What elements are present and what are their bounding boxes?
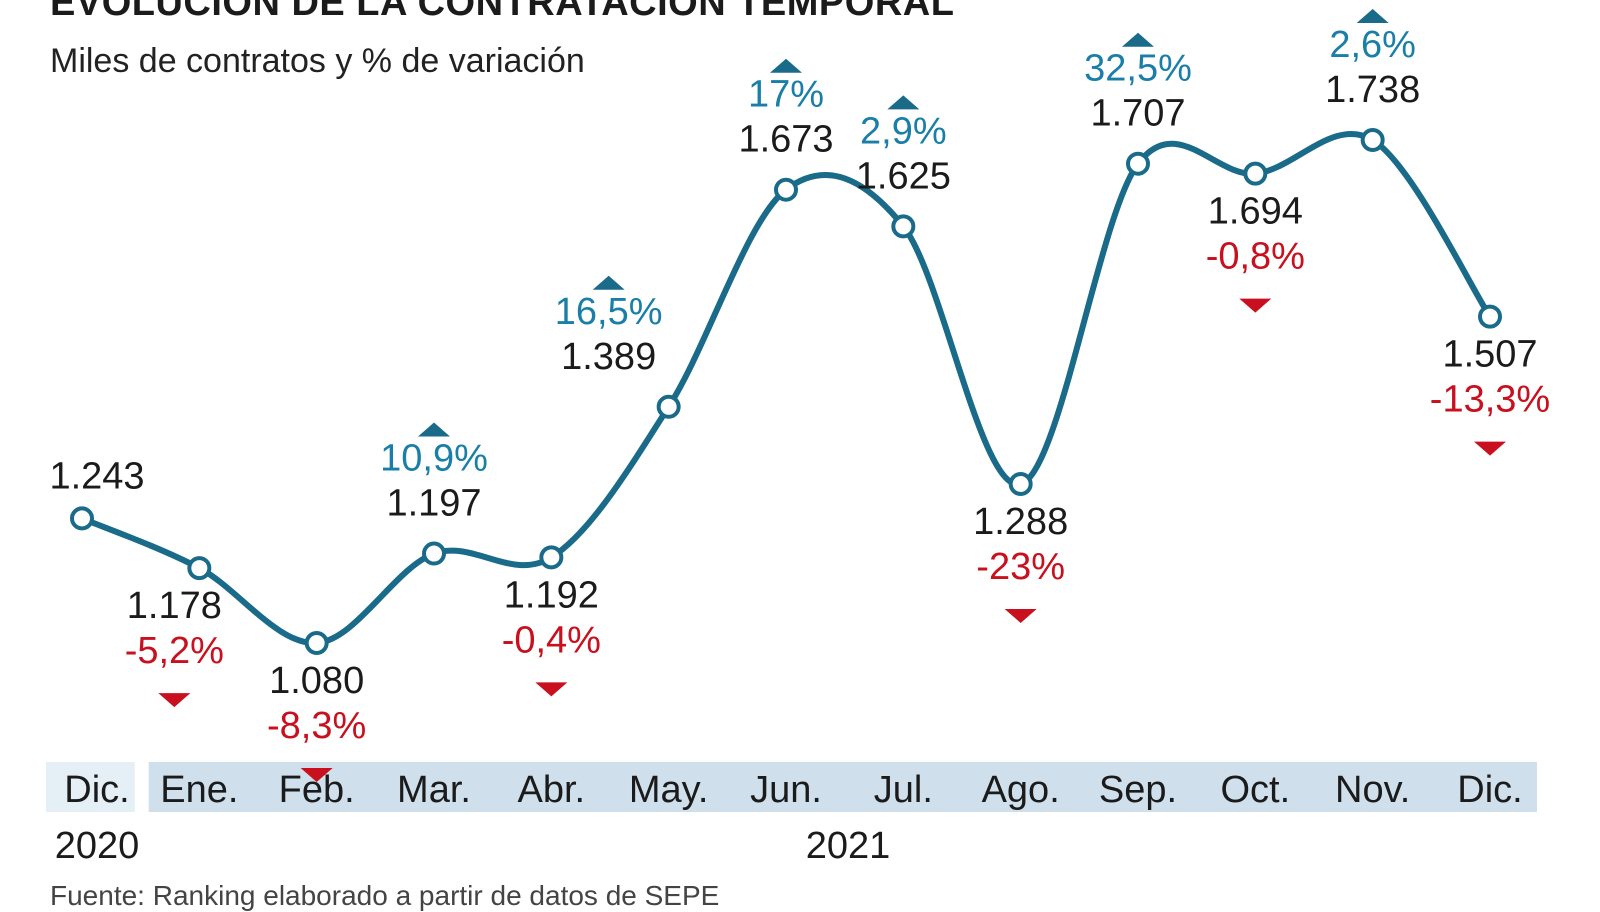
value-label: 1.707: [1090, 93, 1185, 135]
value-label: 1.625: [856, 155, 951, 197]
variation-down-label: -8,3%: [267, 705, 366, 747]
data-point: [891, 214, 916, 239]
value-label: 1.197: [386, 483, 481, 525]
month-label: Oct.: [1220, 769, 1290, 811]
triangle-down-icon: [1239, 298, 1272, 313]
value-label: 1.673: [738, 119, 833, 161]
data-point: [1126, 151, 1150, 176]
triangle-up-icon: [1122, 32, 1154, 47]
month-label: Ene.: [160, 769, 238, 811]
month-label: Abr.: [518, 769, 586, 811]
value-label: 1.192: [504, 574, 599, 616]
data-point: [656, 394, 681, 419]
triangle-down-icon: [158, 693, 191, 708]
value-label: 1.389: [561, 336, 656, 378]
month-label: Nov.: [1335, 769, 1410, 811]
value-label: 1.694: [1208, 191, 1303, 233]
month-label: Jul.: [874, 769, 933, 811]
data-point: [187, 556, 212, 581]
variation-down-label: -0,4%: [502, 619, 601, 661]
triangle-up-icon: [592, 275, 625, 290]
value-label: 1.243: [49, 455, 144, 497]
year-label: 2020: [55, 825, 140, 867]
data-point: [422, 541, 446, 566]
variation-up-label: 10,9%: [380, 438, 488, 480]
chart-title: EVOLUCIÓN DE LA CONTRATACIÓN TEMPORAL: [50, 0, 955, 24]
data-point: [70, 506, 94, 531]
value-label: 1.288: [973, 501, 1068, 543]
variation-down-label: -0,8%: [1206, 236, 1305, 278]
chart-subtitle: Miles de contratos y % de variación: [50, 42, 585, 80]
value-label: 1.507: [1442, 334, 1537, 376]
month-label: Jun.: [750, 769, 822, 811]
triangle-down-icon: [535, 682, 568, 697]
data-point: [539, 545, 564, 570]
value-label: 1.080: [269, 660, 364, 702]
data-point: [1360, 128, 1385, 152]
triangle-down-icon: [1004, 608, 1037, 623]
variation-up-label: 17%: [748, 74, 824, 116]
source-note: Fuente: Ranking elaborado a partir de da…: [50, 880, 720, 911]
axis-band-2020: [46, 762, 135, 812]
variation-up-label: 2,6%: [1329, 24, 1416, 66]
triangle-down-icon: [1474, 441, 1506, 456]
month-label: Dic.: [1457, 769, 1522, 811]
variation-down-label: -5,2%: [125, 630, 224, 672]
data-point: [1008, 471, 1033, 496]
variation-up-label: 16,5%: [555, 291, 663, 333]
triangle-up-icon: [887, 95, 920, 110]
year-label: 2021: [806, 825, 891, 867]
data-point: [304, 631, 329, 655]
variation-up-label: 2,9%: [860, 110, 947, 152]
data-point: [774, 177, 798, 202]
month-label: Dic.: [64, 769, 129, 811]
month-label: Ago.: [982, 769, 1060, 811]
data-point: [1478, 304, 1502, 329]
triangle-up-icon: [1356, 9, 1389, 23]
triangle-up-icon: [770, 58, 802, 73]
variation-down-label: -13,3%: [1430, 379, 1550, 421]
triangle-up-icon: [418, 422, 450, 437]
month-label: Mar.: [397, 769, 471, 811]
data-point: [1243, 161, 1268, 186]
variation-up-label: 32,5%: [1084, 48, 1192, 90]
variation-down-label: -23%: [976, 546, 1065, 588]
triangle-down-icon: [300, 768, 333, 782]
axis-band-2021: [148, 762, 1538, 812]
value-label: 1.738: [1325, 69, 1420, 111]
value-label: 1.178: [127, 585, 222, 627]
month-label: May.: [629, 769, 709, 811]
month-label: Sep.: [1099, 769, 1177, 811]
